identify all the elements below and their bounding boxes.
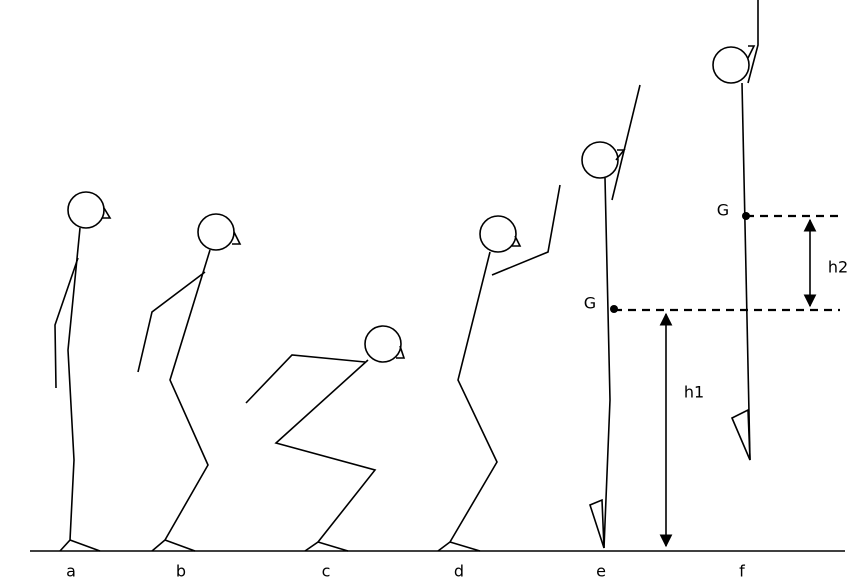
height-label: h2 bbox=[828, 258, 848, 277]
figure-a bbox=[54, 191, 112, 552]
marker-label: G bbox=[717, 201, 729, 220]
figure-b bbox=[137, 213, 242, 552]
figure-e bbox=[581, 84, 641, 549]
center-point bbox=[610, 305, 618, 313]
frame-label: e bbox=[596, 562, 606, 581]
height-label: h1 bbox=[684, 383, 704, 402]
frame-label: c bbox=[322, 562, 331, 581]
frame-label: b bbox=[176, 562, 186, 581]
figure-c bbox=[245, 325, 406, 552]
frame-label: a bbox=[66, 562, 76, 581]
marker-label: G bbox=[584, 294, 596, 313]
figure-d bbox=[437, 184, 561, 552]
frame-label: f bbox=[739, 562, 745, 581]
figure-f bbox=[712, 0, 759, 461]
frame-label: d bbox=[454, 562, 464, 581]
center-point bbox=[742, 212, 750, 220]
